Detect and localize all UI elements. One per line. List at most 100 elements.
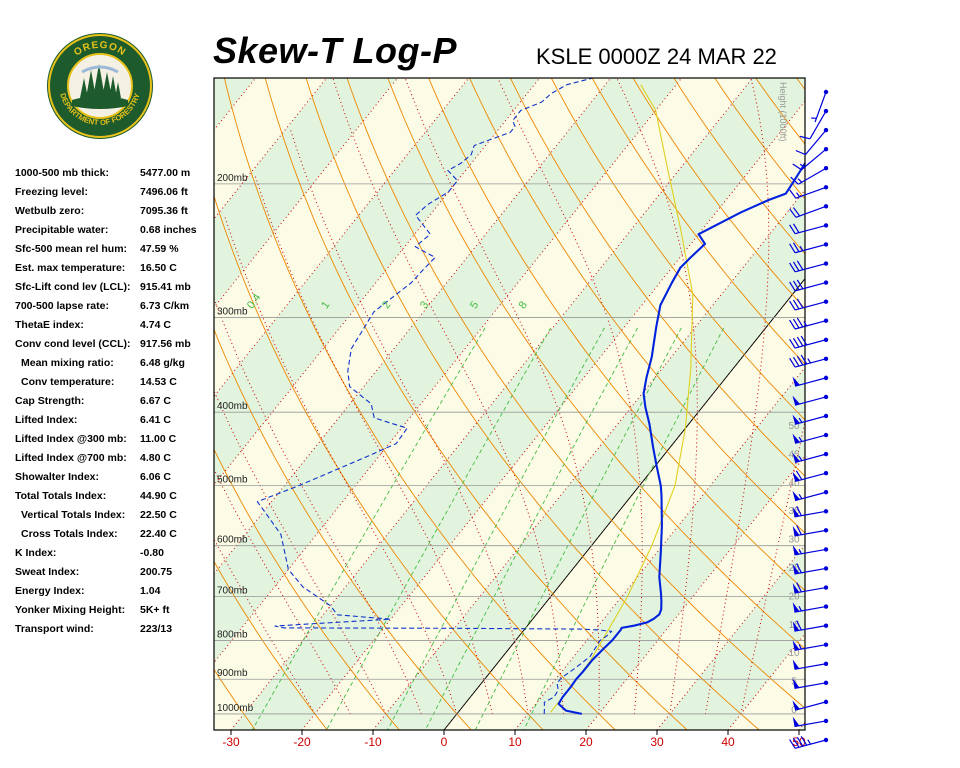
wind-barb-staff (794, 282, 827, 292)
wind-barb-staff (801, 148, 827, 171)
x-axis-tick-label: -10 (364, 735, 382, 749)
wind-barb (792, 602, 829, 613)
index-row: Transport wind: 223/13 (15, 623, 215, 642)
wind-barb-half (798, 493, 803, 500)
height-tick-label: 50 (788, 421, 800, 432)
wind-barb (792, 678, 829, 689)
dry-adiabat (509, 78, 805, 477)
dry-adiabat (305, 78, 760, 730)
index-row: Conv cond level (CCL): 917.56 mb (15, 338, 215, 357)
isotherm-line (870, 78, 960, 730)
wind-barb-staff (794, 529, 827, 537)
wind-barb-staff (794, 663, 827, 670)
index-row: Wetbulb zero: 7095.36 ft (15, 205, 215, 224)
wind-barb-flag (792, 433, 800, 444)
mixing-ratio-line (424, 327, 638, 730)
dry-adiabat (214, 448, 400, 730)
wind-barb (792, 545, 829, 556)
isotherm-band (799, 722, 805, 730)
wind-barb-half (798, 436, 803, 442)
height-tick-label: 40 (788, 478, 800, 489)
station-time-label: KSLE 0000Z 24 MAR 22 (536, 44, 777, 69)
wind-barb (792, 620, 829, 632)
wind-barb-staff (794, 548, 827, 556)
wind-barb-full (789, 243, 796, 254)
isobar-label: 1000mb (217, 703, 254, 714)
wind-barb-staff (794, 262, 827, 273)
wind-barb (789, 242, 829, 254)
dry-adiabat (387, 78, 805, 650)
x-axis-tick-label: 30 (650, 735, 664, 749)
wind-barb-flag (792, 640, 800, 651)
index-row: Energy Index: 1.04 (15, 585, 215, 604)
wind-barb-staff (794, 586, 827, 594)
index-label: 700-500 lapse rate: (15, 300, 109, 312)
index-label: ThetaE index: (15, 319, 84, 331)
wind-barb-full (792, 261, 800, 272)
index-label: Lifted Index: (15, 414, 78, 426)
wind-barb (789, 354, 829, 368)
wind-barb (792, 699, 829, 711)
zero-isotherm (443, 278, 805, 730)
wind-barb (792, 490, 829, 502)
wind-barb-full (792, 738, 800, 748)
index-row: Cap Strength: 6.67 C (15, 395, 215, 414)
dry-adiabat (428, 78, 805, 592)
wind-barb-full (789, 739, 796, 749)
index-label: Cross Totals Index: (21, 528, 118, 540)
index-label: Sweat Index: (15, 566, 80, 578)
wind-barb-full (792, 318, 800, 329)
wind-barb-half (803, 321, 808, 327)
wind-barb-full (796, 506, 802, 516)
wind-barb-flag (792, 659, 800, 670)
index-value: 7095.36 ft (140, 205, 188, 217)
wind-barb-flag (792, 716, 800, 727)
x-axis-tick-label: 20 (579, 735, 593, 749)
wind-barb (792, 525, 829, 537)
wind-barb-flag (792, 545, 800, 555)
plot-area (214, 78, 960, 730)
isobar-label: 900mb (217, 668, 248, 679)
index-value: 917.56 mb (140, 338, 191, 350)
parcel-trace (550, 84, 694, 713)
index-value: 22.50 C (140, 509, 177, 521)
index-value: 16.50 C (140, 262, 177, 274)
wind-barb-full (796, 355, 804, 366)
wind-barb-flag (792, 376, 800, 387)
index-row: Total Totals Index: 44.90 C (15, 490, 215, 509)
wind-barb-full (789, 281, 796, 292)
chart-title: Skew-T Log-P (213, 30, 458, 71)
index-value: 47.59 % (140, 243, 179, 255)
index-row: Vertical Totals Index: 22.50 C (15, 509, 215, 528)
wind-barb-full (789, 224, 796, 235)
wind-barb-staff (794, 301, 827, 311)
index-row: 700-500 lapse rate: 6.73 C/km (15, 300, 215, 319)
dry-adiabat (591, 78, 805, 365)
index-value: 44.90 C (140, 490, 177, 502)
dry-adiabat (837, 78, 960, 730)
wind-barb-full (789, 338, 796, 349)
dry-adiabat (214, 560, 328, 730)
index-row: Sweat Index: 200.75 (15, 566, 215, 585)
isobar-label: 700mb (217, 585, 248, 596)
index-value: 6.67 C (140, 395, 171, 407)
wind-barb-full (796, 563, 802, 574)
wind-barb-full (796, 279, 804, 290)
height-tick-label: 0 (791, 705, 797, 716)
index-label: Precipitable water: (15, 224, 109, 236)
height-tick-label: 30 (788, 535, 800, 546)
wind-barb-full (789, 262, 796, 273)
wind-barb-flag (792, 452, 800, 463)
index-row: Conv temperature: 14.53 C (15, 376, 215, 395)
wind-barb-staff (794, 567, 827, 575)
wind-barb-staff (794, 339, 827, 349)
wind-barb-flag (792, 564, 800, 575)
moist-adiabat (223, 215, 458, 715)
x-axis-tick-label: 10 (508, 735, 522, 749)
wind-barb-flag (792, 602, 800, 613)
dry-adiabat (469, 78, 805, 534)
wind-barb-half (798, 605, 802, 612)
wind-barb (789, 317, 829, 330)
index-label: Sfc-500 mean rel hum: (15, 243, 128, 255)
index-value: -0.80 (140, 547, 164, 559)
